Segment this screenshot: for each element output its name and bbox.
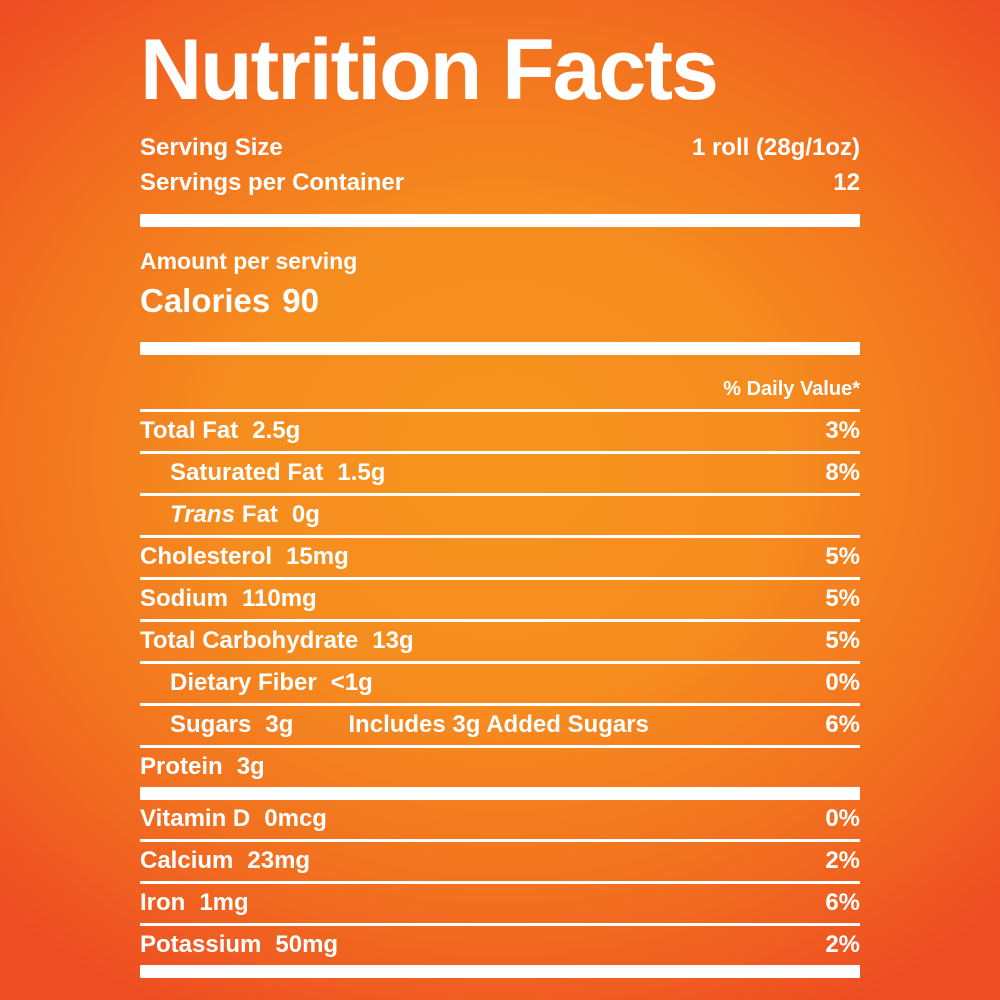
nutrient-row-protein: Protein 3g	[140, 745, 860, 787]
vitamin-dv: 6%	[825, 889, 860, 917]
vitamin-dv: 2%	[825, 931, 860, 959]
nutrient-name: Protein	[140, 753, 223, 781]
nutrient-amount: 2.5g	[252, 417, 301, 445]
daily-value-header: % Daily Value*	[723, 378, 860, 401]
section-divider-bar	[140, 342, 860, 356]
vitamin-row-vitamin-d: Vitamin D 0mcg 0%	[140, 800, 860, 839]
nutrient-name: Sodium	[140, 585, 228, 613]
nutrient-amount: 3g	[236, 753, 265, 781]
nutrient-row-total-carbohydrate: Total Carbohydrate 13g 5%	[140, 619, 860, 661]
nutrient-dv: 8%	[825, 459, 860, 487]
vitamin-dv: 2%	[825, 847, 860, 875]
nutrient-amount: 0g	[291, 501, 320, 529]
vitamin-row-iron: Iron 1mg 6%	[140, 881, 860, 923]
calories-label: Calories	[140, 282, 271, 320]
nutrient-dv: 5%	[825, 585, 860, 613]
calories-value: 90	[282, 282, 319, 320]
vitamin-row-calcium: Calcium 23mg 2%	[140, 839, 860, 881]
nutrient-row-saturated-fat: Saturated Fat 1.5g 8%	[140, 451, 860, 493]
nutrient-dv: 6%	[825, 711, 860, 739]
nutrient-added-sugars-note: Includes 3g Added Sugars	[348, 711, 649, 739]
nutrient-name-italic: Trans	[170, 501, 235, 529]
nutrient-row-sodium: Sodium 110mg 5%	[140, 577, 860, 619]
nutrient-name: Total Fat	[140, 417, 239, 445]
vitamin-dv: 0%	[825, 805, 860, 833]
calories-row: Calories 90	[140, 282, 860, 320]
vitamin-amount: 23mg	[247, 847, 311, 875]
nutrient-row-total-fat: Total Fat 2.5g 3%	[140, 409, 860, 451]
nutrient-row-dietary-fiber: Dietary Fiber <1g 0%	[140, 661, 860, 703]
nutrient-amount: 3g	[265, 711, 294, 739]
servings-per-container-row: Servings per Container 12	[140, 165, 860, 200]
nutrient-dv: 5%	[825, 543, 860, 571]
vitamin-name: Vitamin D	[140, 805, 251, 833]
nutrient-dv: 3%	[825, 417, 860, 445]
nutrition-facts-label: Nutrition Facts Serving Size 1 roll (28g…	[140, 22, 860, 979]
nutrient-name: Total Carbohydrate	[140, 627, 359, 655]
nutrient-row-trans-fat: Trans Fat 0g	[140, 493, 860, 535]
nutrient-dv: 5%	[825, 627, 860, 655]
nutrient-amount: 1.5g	[337, 459, 386, 487]
amount-per-serving-label: Amount per serving	[140, 248, 358, 275]
nutrient-rows: Total Fat 2.5g 3% Saturated Fat 1.5g 8% …	[140, 409, 860, 787]
vitamin-name: Iron	[140, 889, 186, 917]
vitamin-rows: Vitamin D 0mcg 0% Calcium 23mg 2% Iron 1…	[140, 800, 860, 965]
nutrient-name: Sugars	[170, 711, 252, 739]
serving-size-row: Serving Size 1 roll (28g/1oz)	[140, 130, 860, 165]
nutrient-amount: 15mg	[286, 543, 349, 571]
nutrient-row-cholesterol: Cholesterol 15mg 5%	[140, 535, 860, 577]
servings-per-container-value: 12	[833, 169, 860, 197]
serving-size-label: Serving Size	[140, 134, 283, 162]
nutrient-name: Dietary Fiber	[170, 669, 317, 697]
nutrient-amount: <1g	[330, 669, 373, 697]
vitamin-name: Calcium	[140, 847, 234, 875]
nutrient-name: Saturated Fat	[170, 459, 324, 487]
serving-size-value: 1 roll (28g/1oz)	[691, 134, 860, 162]
vitamin-amount: 1mg	[199, 889, 249, 917]
nutrient-name: Cholesterol	[140, 543, 273, 571]
vitamin-amount: 50mg	[275, 931, 339, 959]
nutrient-name: Fat	[241, 501, 278, 529]
vitamin-row-potassium: Potassium 50mg 2%	[140, 923, 860, 965]
nutrient-row-sugars: Sugars 3g Includes 3g Added Sugars 6%	[140, 703, 860, 745]
vitamin-name: Potassium	[140, 931, 262, 959]
servings-per-container-label: Servings per Container	[140, 169, 405, 197]
nutrient-amount: 110mg	[242, 585, 317, 613]
label-title: Nutrition Facts	[140, 22, 719, 118]
nutrient-dv: 0%	[825, 669, 860, 697]
vitamin-amount: 0mcg	[264, 805, 327, 833]
nutrient-amount: 13g	[372, 627, 414, 655]
section-divider-bar	[140, 787, 860, 801]
section-divider-bar	[140, 965, 860, 979]
section-divider-bar	[140, 214, 860, 228]
